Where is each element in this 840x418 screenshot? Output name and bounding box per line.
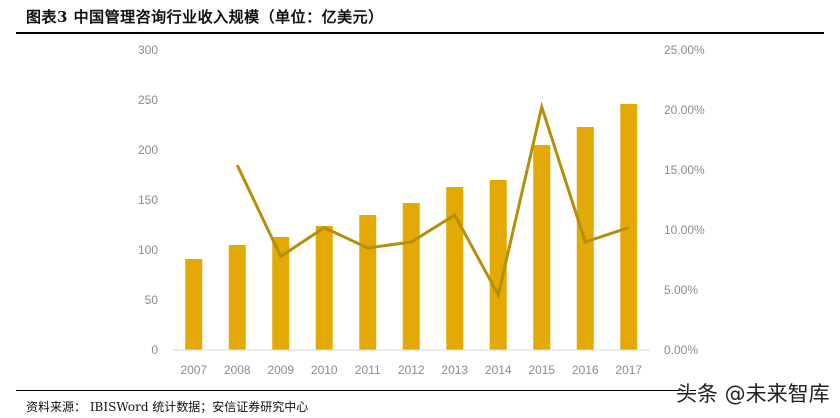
x-tick-label: 2008 [224,363,251,377]
left-tick-label: 150 [138,193,158,207]
right-tick-label: 15.00% [664,163,705,177]
growth-rate-line [235,101,630,299]
source-note: 资料来源： IBISWord 统计数据；安信证券研究中心 [26,400,309,414]
bar-2013 [446,187,464,350]
x-tick-label: 2017 [615,363,642,377]
right-tick-label: 5.00% [664,283,698,297]
left-tick-label: 50 [145,293,159,307]
bar-2014 [489,180,507,350]
right-tick-label: 0.00% [664,343,698,357]
x-tick-label: 2010 [311,363,338,377]
bar-2012 [402,203,420,350]
bar-2011 [359,215,377,350]
x-tick-label: 2012 [398,363,425,377]
left-tick-label: 200 [138,143,158,157]
title-divider [16,32,824,34]
watermark: 头条 @未来智库 [676,382,830,406]
chart-title: 图表3 中国管理咨询行业收入规模（单位：亿美元） [26,8,384,26]
x-tick-label: 2016 [572,363,599,377]
x-tick-label: 2011 [355,363,381,377]
left-tick-label: 100 [138,243,158,257]
combo-chart: 0 50 100 150 200 250 300 0.00% 5.00% 10.00% 15.00… [138,43,705,377]
right-tick-label: 25.00% [664,43,705,57]
right-tick-label: 20.00% [664,103,705,117]
right-tick-label: 10.00% [664,223,705,237]
x-tick-label: 2009 [267,363,294,377]
bar-2010 [315,226,333,350]
bar-2008 [228,245,246,350]
left-tick-label: 0 [151,343,158,357]
source-divider [16,390,696,391]
x-tick-label: 2013 [441,363,468,377]
bar-2007 [185,259,203,350]
x-tick-label: 2014 [485,363,512,377]
revenue-bars [185,104,638,350]
left-tick-label: 300 [138,43,158,57]
x-axis-labels: 2007 2008 2009 2010 2011 2012 2013 2014 2015 2016… [180,363,642,377]
bar-2017 [620,104,638,350]
right-axis: 0.00% 5.00% 10.00% 15.00% 20.00% 25.00% [664,43,705,357]
left-axis: 0 50 100 150 200 250 300 [138,43,158,357]
x-tick-label: 2007 [180,363,207,377]
bar-2009 [272,237,290,350]
left-tick-label: 250 [138,93,158,107]
bar-2015 [533,145,551,350]
x-tick-label: 2015 [528,363,555,377]
